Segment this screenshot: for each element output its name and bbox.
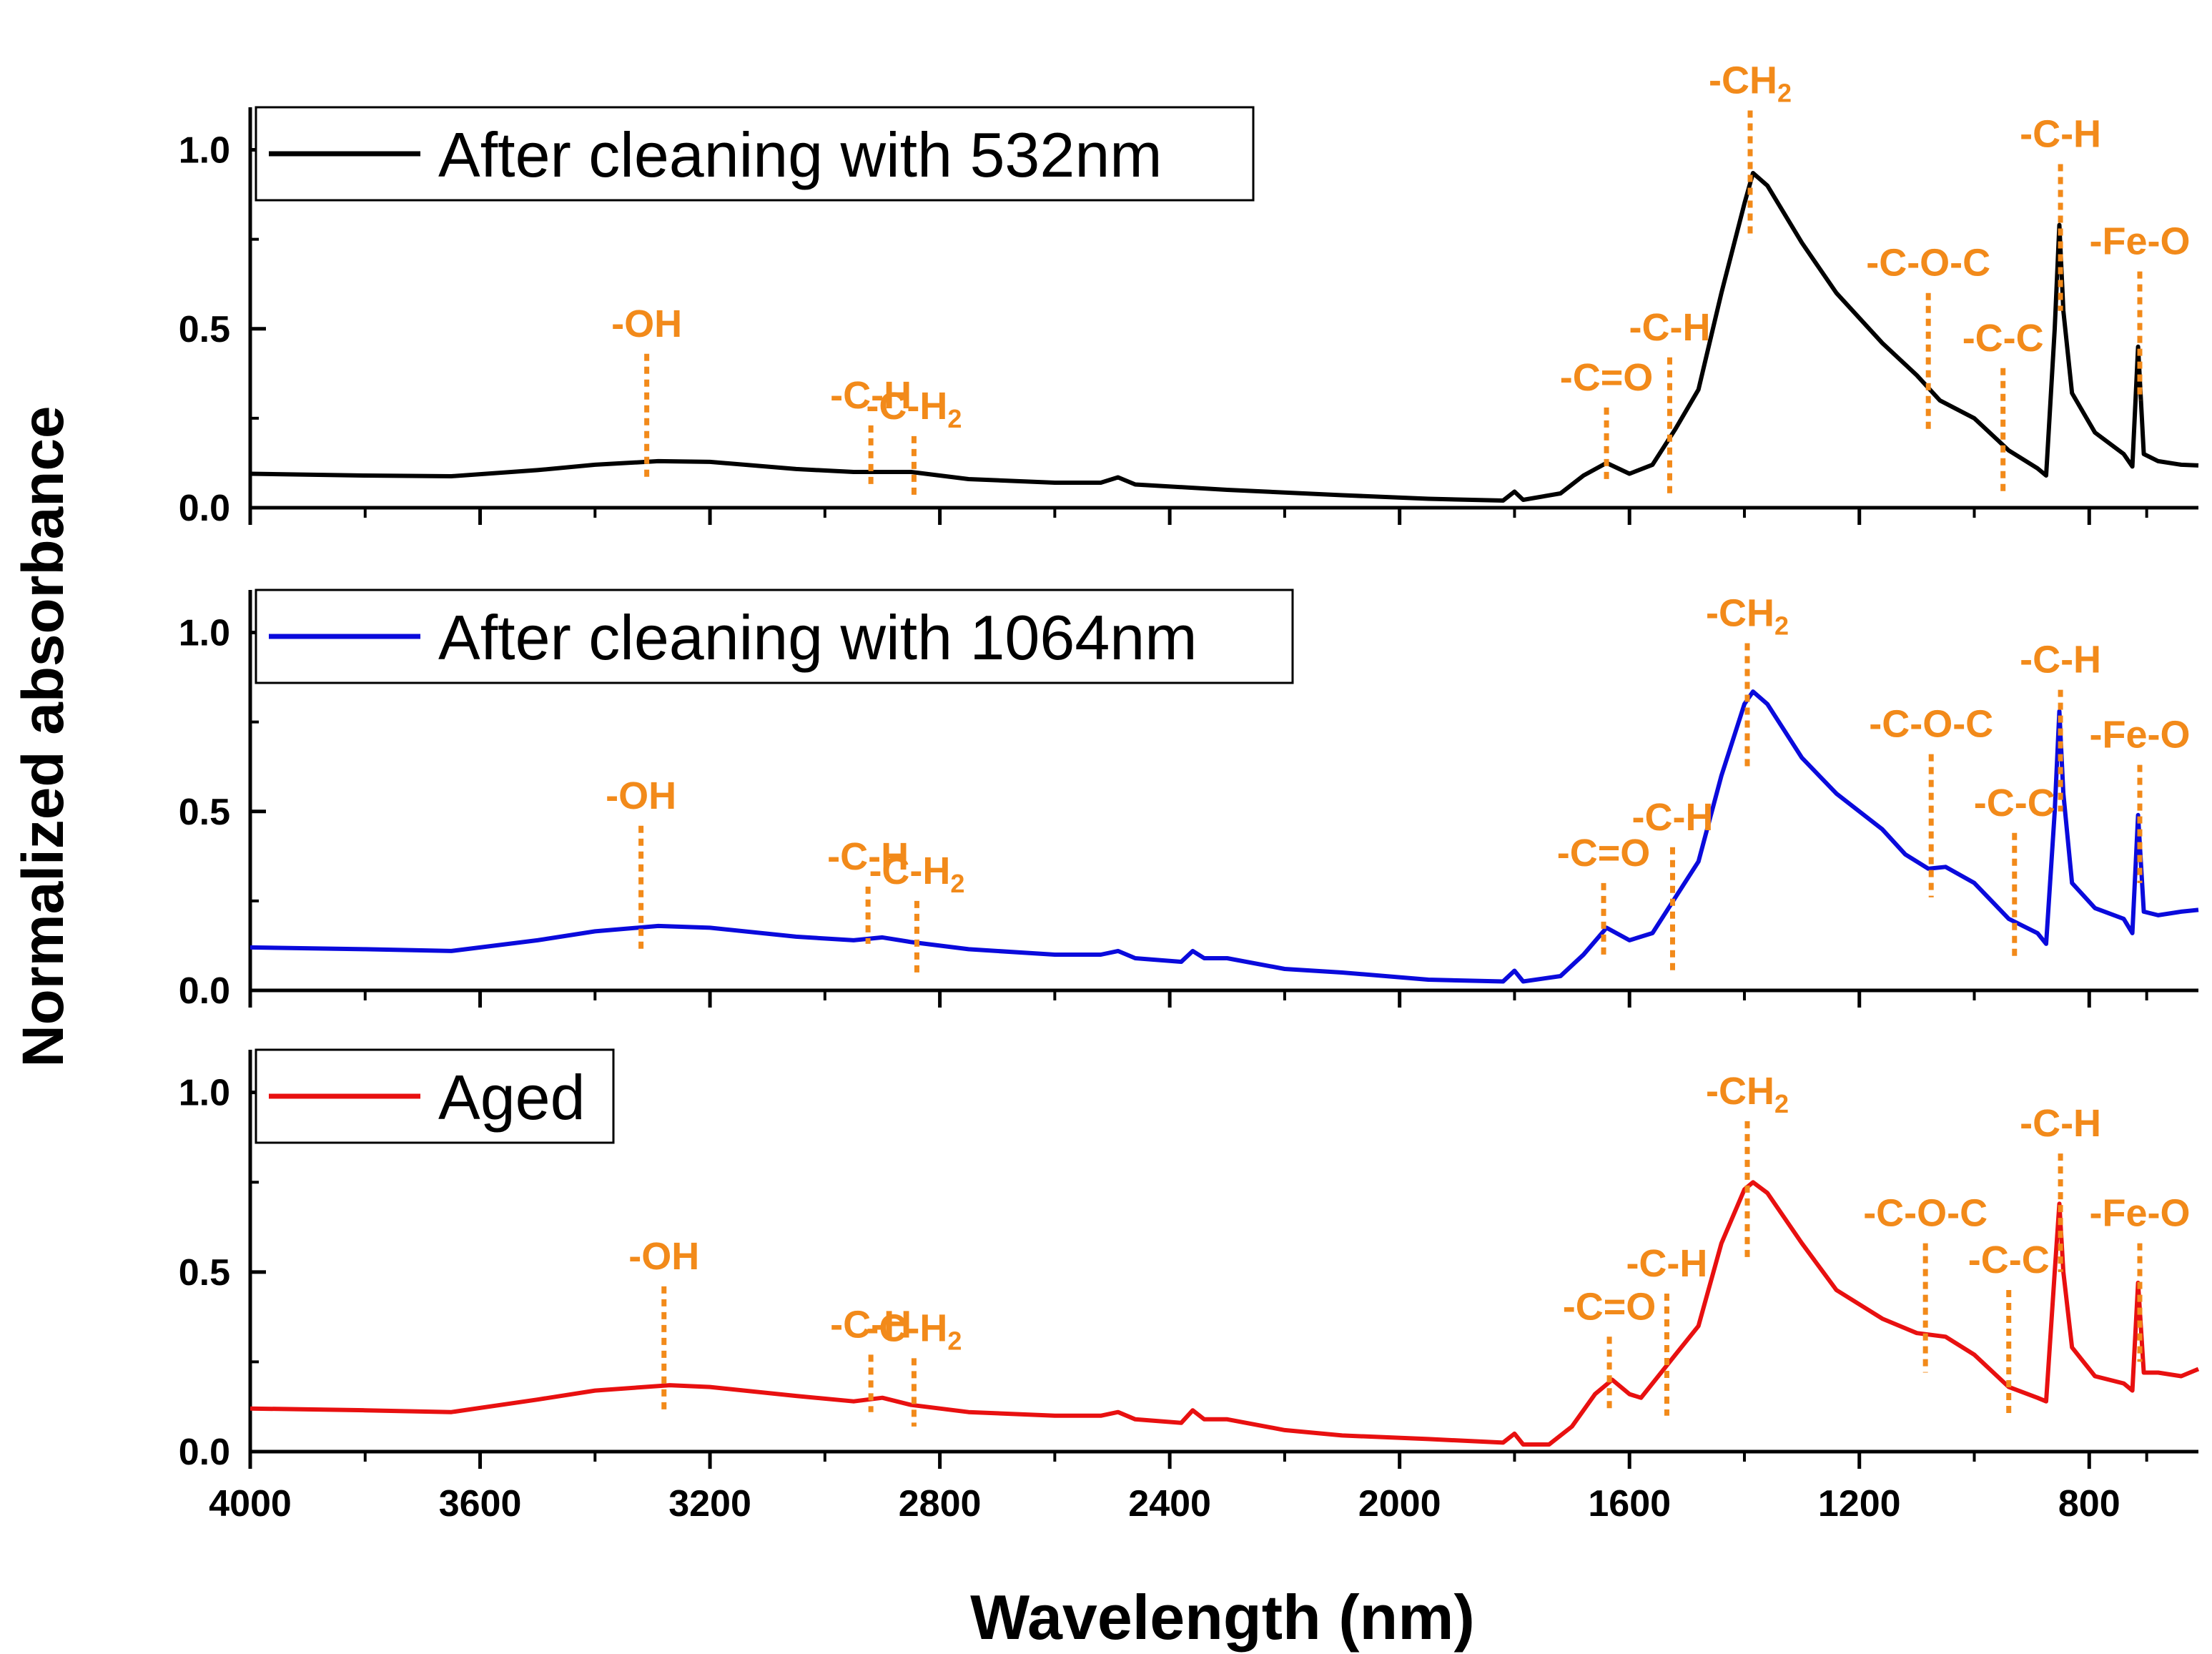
annotation-label: -CH2 [1706, 1070, 1789, 1118]
y-tick-label: 0.5 [179, 309, 230, 350]
annotation-subscript: 2 [1777, 78, 1792, 107]
annotation-label: -C-H [1629, 306, 1710, 349]
legend-box [255, 106, 1255, 202]
series-line [250, 689, 2199, 984]
annotation-label: -C-H [1632, 796, 1714, 839]
annotation-label: -Fe-O [2090, 1192, 2191, 1235]
y-tick-label: 0.0 [179, 488, 230, 529]
annotation-subscript: 2 [947, 404, 962, 433]
annotation-label: -C-H2 [866, 1306, 962, 1355]
legend: After cleaning with 532nm [255, 106, 1255, 202]
x-axis: 4000 3600 3200 2800 2400 2000 1600 1200 800 [209, 1483, 2120, 1525]
y-tick-label: 0.5 [179, 1252, 230, 1294]
panel-3: 0.00.51.0-OH-C-H-C-H2-C=O-C-H-CH2-C-O-C-… [179, 1048, 2200, 1473]
annotation-label: -C-O-C [1869, 703, 1993, 746]
annotation-label: -C-H [2020, 1102, 2101, 1145]
annotations: -OH-C-H-C-H2-C=O-C-H-CH2-C-O-C-C-C-C-H-F… [606, 592, 2191, 973]
x-tick-label: 3600 [439, 1483, 522, 1525]
legend-box [255, 589, 1294, 684]
annotation-label: -C-O-C [1863, 1192, 1988, 1235]
legend: After cleaning with 1064nm [255, 589, 1294, 684]
y-tick-label: 0.0 [179, 1432, 230, 1473]
annotation-label: -Fe-O [2090, 220, 2191, 263]
annotation-label: -C=O [1557, 832, 1651, 875]
y-tick-label: 1.0 [179, 130, 230, 172]
panel-1: 0.00.51.0-OH-C-H-C-H2-C=O-C-H-CH2-C-O-C-… [179, 59, 2199, 529]
x-tick-label: 3200 [668, 1483, 751, 1525]
y-tick-label: 1.0 [179, 1073, 230, 1114]
x-tick-label: 2000 [1358, 1483, 1441, 1525]
annotation-label: -C-H [2020, 113, 2101, 156]
annotation-label: -C-H [830, 374, 912, 417]
panels-layer: 0.00.51.0-OH-C-H-C-H2-C=O-C-H-CH2-C-O-C-… [179, 59, 2200, 1473]
legend: Aged [255, 1048, 615, 1144]
series-line [250, 171, 2199, 503]
annotation-label: -C-H [1626, 1242, 1707, 1285]
annotation-label: -C=O [1560, 356, 1654, 399]
annotation-label: -CH2 [1706, 592, 1789, 641]
x-tick-label: 800 [2058, 1483, 2120, 1525]
annotation-subscript: 2 [1774, 1089, 1789, 1118]
series-line [250, 1180, 2200, 1447]
annotation-label: -C=O [1563, 1285, 1656, 1328]
legend-label: After cleaning with 1064nm [438, 602, 1198, 673]
x-tick-label: 1600 [1588, 1483, 1671, 1525]
y-tick-label: 0.5 [179, 792, 230, 833]
annotation-subscript: 2 [947, 1326, 962, 1355]
annotation-label: -C-H2 [866, 385, 962, 433]
annotations: -OH-C-H-C-H2-C=O-C-H-CH2-C-O-C-C-C-C-H-F… [611, 59, 2191, 497]
annotation-label: -C-H [830, 1303, 912, 1346]
legend-label: After cleaning with 532nm [438, 119, 1162, 190]
annotation-label: -C-C [1974, 782, 2055, 824]
x-tick-label: 1200 [1818, 1483, 1901, 1525]
annotation-label: -C-O-C [1866, 242, 1990, 285]
annotation-label: -OH [606, 774, 676, 817]
x-axis-title: Wavelength (nm) [970, 1582, 1475, 1653]
annotation-label: -C-H2 [869, 850, 964, 898]
annotation-label: -Fe-O [2090, 714, 2191, 757]
x-tick-label: 2400 [1128, 1483, 1211, 1525]
panel-2: 0.00.51.0-OH-C-H-C-H2-C=O-C-H-CH2-C-O-C-… [179, 589, 2199, 1012]
annotation-label: -C-C [1962, 317, 2044, 360]
y-tick-label: 1.0 [179, 613, 230, 654]
annotations: -OH-C-H-C-H2-C=O-C-H-CH2-C-O-C-C-C-C-H-F… [628, 1070, 2191, 1427]
annotation-label: -CH2 [1709, 59, 1792, 107]
annotation-subscript: 2 [1774, 611, 1789, 641]
annotation-label: -C-H [2020, 639, 2101, 681]
legend-label: Aged [438, 1062, 586, 1133]
annotation-label: -C-C [1968, 1239, 2050, 1281]
annotation-subscript: 2 [950, 869, 964, 898]
x-tick-label: 2800 [899, 1483, 982, 1525]
x-tick-label: 4000 [209, 1483, 292, 1525]
annotation-label: -OH [628, 1235, 699, 1278]
annotation-label: -OH [611, 302, 682, 345]
annotation-label: -C-H [827, 835, 909, 878]
y-axis-title: Normalized absorbance [11, 405, 76, 1067]
y-tick-label: 0.0 [179, 970, 230, 1012]
